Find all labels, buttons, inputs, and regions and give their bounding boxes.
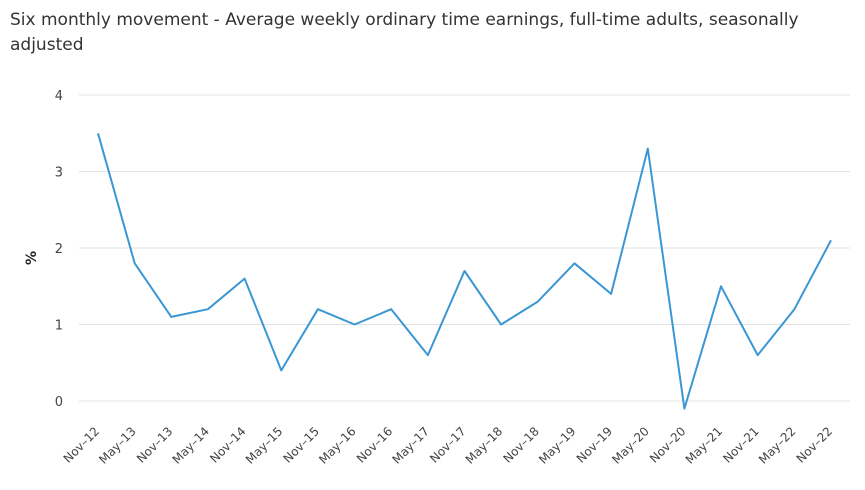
data-point[interactable]: [242, 276, 247, 281]
x-tick-label: Nov–16: [354, 424, 396, 466]
x-tick-label: May–20: [609, 424, 651, 466]
x-tick-label: Nov–18: [500, 424, 542, 466]
x-tick-label: Nov–14: [207, 424, 249, 466]
data-point[interactable]: [645, 146, 650, 151]
x-tick-label: May–13: [96, 424, 138, 466]
data-point[interactable]: [425, 353, 430, 358]
x-tick-label: Nov–22: [794, 424, 836, 466]
data-point[interactable]: [682, 406, 687, 411]
data-point[interactable]: [499, 322, 504, 327]
x-tick-label: May–18: [463, 424, 505, 466]
data-point[interactable]: [609, 291, 614, 296]
x-tick-label: Nov–15: [281, 424, 323, 466]
y-tick-label: 0: [55, 395, 63, 410]
data-point[interactable]: [352, 322, 357, 327]
x-tick-label: Nov–17: [427, 424, 469, 466]
data-point[interactable]: [389, 307, 394, 312]
x-tick-label: May–15: [243, 424, 285, 466]
chart-title: Six monthly movement - Average weekly or…: [10, 10, 799, 55]
data-point[interactable]: [572, 261, 577, 266]
data-point[interactable]: [169, 314, 174, 319]
x-tick-label: Nov–12: [61, 424, 103, 466]
data-point[interactable]: [462, 268, 467, 273]
y-tick-label: 3: [55, 166, 63, 181]
x-tick-label: May–21: [683, 424, 725, 466]
data-point[interactable]: [205, 307, 210, 312]
x-tick-label: May–16: [316, 424, 358, 466]
data-point[interactable]: [279, 368, 284, 373]
x-axis-ticks: Nov–12May–13Nov–13May–14Nov–14May–15Nov–…: [61, 424, 836, 466]
y-tick-label: 2: [55, 242, 63, 257]
data-point[interactable]: [535, 299, 540, 304]
x-tick-label: Nov–19: [574, 424, 616, 466]
x-tick-label: Nov–21: [720, 424, 762, 466]
y-tick-label: 4: [55, 89, 63, 104]
x-tick-label: May–17: [389, 424, 431, 466]
data-point[interactable]: [829, 238, 834, 243]
y-axis-label: %: [24, 251, 40, 265]
gridlines: [79, 94, 850, 402]
data-point[interactable]: [96, 131, 101, 136]
series-group: [96, 131, 834, 411]
data-point[interactable]: [755, 353, 760, 358]
x-tick-label: Nov–20: [647, 424, 689, 466]
x-tick-label: May–14: [170, 424, 212, 466]
data-point[interactable]: [132, 261, 137, 266]
y-tick-label: 1: [55, 319, 63, 334]
x-tick-label: May–22: [756, 424, 798, 466]
data-point[interactable]: [792, 307, 797, 312]
x-tick-label: May–19: [536, 424, 578, 466]
x-tick-label: Nov–13: [134, 424, 176, 466]
data-point[interactable]: [315, 307, 320, 312]
series-line: [97, 133, 832, 410]
y-axis-ticks: 0 1 2 3 4: [55, 89, 63, 410]
data-point[interactable]: [719, 284, 724, 289]
